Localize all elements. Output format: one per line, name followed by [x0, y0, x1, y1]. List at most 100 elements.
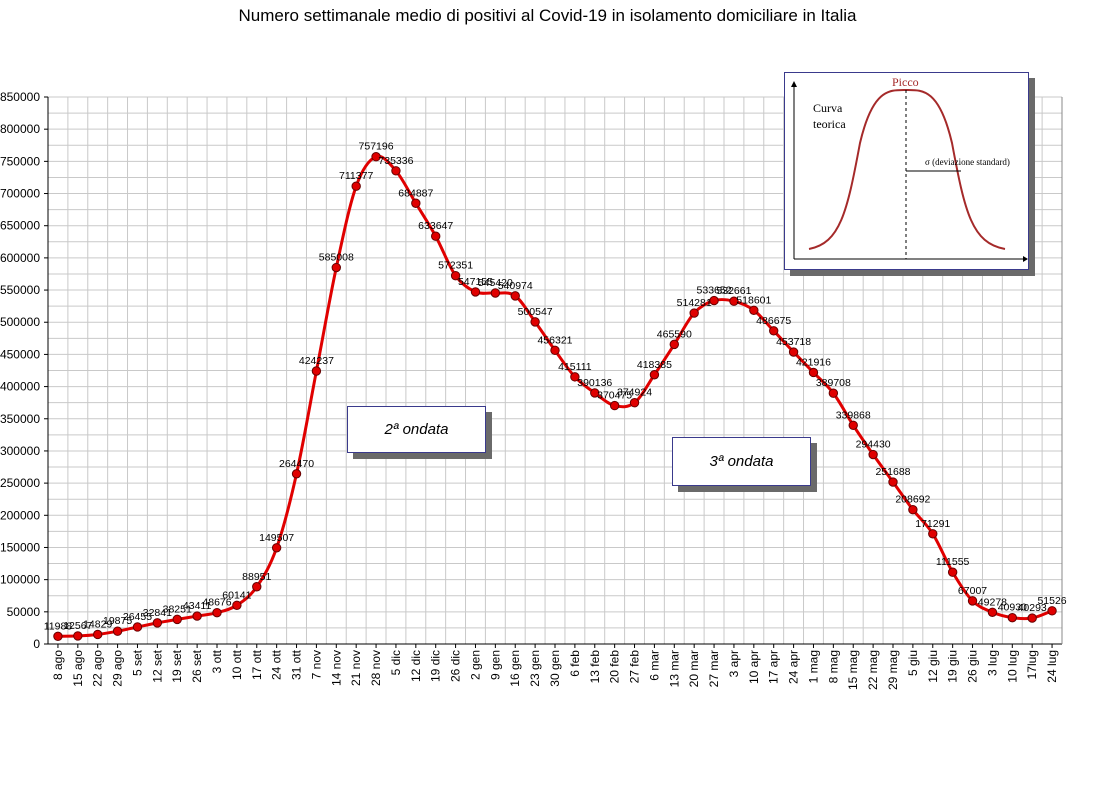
x-tick-label: 14 nov	[329, 650, 343, 686]
data-point	[609, 400, 620, 411]
x-tick-label: 22 ago	[91, 650, 105, 687]
data-point	[1007, 612, 1017, 623]
data-point	[271, 543, 282, 553]
x-tick-label: 27 feb	[628, 650, 642, 684]
series-line	[57, 154, 1053, 638]
data-point	[192, 611, 202, 621]
data-label: 415111	[558, 361, 592, 373]
x-tick-label: 26 set	[190, 649, 204, 682]
theoretical-curve-inset: Picco Curva teorica σ (deviazione standa…	[784, 72, 1029, 270]
y-tick-label: 300000	[0, 444, 40, 458]
y-tick-label: 500000	[0, 315, 40, 329]
data-label: 500547	[518, 306, 553, 318]
data-label: 711377	[339, 170, 373, 182]
y-tick-label: 350000	[0, 412, 40, 426]
data-label: 40293	[1018, 602, 1047, 614]
y-tick-label: 600000	[0, 251, 40, 265]
data-label: 390136	[577, 377, 612, 389]
x-tick-label: 2 gen	[468, 650, 482, 680]
data-point	[888, 477, 898, 487]
data-label: 43411	[183, 600, 212, 612]
data-label: 149507	[259, 532, 294, 544]
data-point	[212, 607, 222, 618]
data-label: 264470	[279, 458, 314, 470]
data-label: 465590	[657, 328, 692, 340]
x-tick-label: 7 nov	[309, 650, 323, 679]
data-point	[391, 166, 401, 176]
data-point	[172, 614, 182, 625]
data-point	[152, 618, 163, 628]
data-point	[112, 626, 123, 636]
data-label: 545420	[478, 277, 513, 289]
data-point	[411, 198, 421, 208]
data-label: 40930	[998, 602, 1027, 614]
data-label: 208692	[895, 494, 930, 506]
data-label: 735336	[378, 155, 413, 167]
x-tick-label: 10 apr	[747, 650, 761, 684]
data-label: 60141	[222, 589, 251, 601]
data-label: 11988	[44, 620, 73, 632]
y-tick-label: 100000	[0, 573, 40, 587]
data-label: 684887	[398, 187, 433, 199]
x-tick-label: 3 lug	[985, 650, 999, 676]
data-point	[550, 345, 560, 356]
data-label: 14829	[83, 618, 112, 630]
x-tick-label: 16 gen	[508, 650, 522, 687]
x-tick-label: 20 feb	[608, 650, 622, 684]
x-tick-label: 27 mar	[707, 650, 721, 687]
x-tick-label: 26 giu	[966, 650, 980, 683]
data-point	[709, 295, 719, 306]
data-label: 572351	[438, 260, 473, 272]
x-tick-label: 19 giu	[946, 650, 960, 683]
x-tick-label: 26 dic	[449, 650, 463, 682]
x-tick-label: 19 dic	[429, 650, 443, 682]
data-label: 418385	[637, 359, 672, 371]
x-tick-label: 6 mar	[647, 650, 661, 681]
data-point	[590, 388, 600, 398]
inset-y-arrow	[791, 81, 797, 87]
x-tick-label: 12 dic	[409, 650, 423, 682]
data-point	[371, 152, 381, 162]
x-tick-label: 19 set	[170, 649, 184, 682]
data-label: 374924	[617, 387, 652, 399]
x-tick-label: 29 mag	[886, 650, 900, 690]
y-tick-label: 550000	[0, 283, 40, 297]
data-point	[431, 231, 441, 241]
y-tick-label: 450000	[0, 347, 40, 361]
data-point	[967, 596, 978, 606]
data-label: 12567	[63, 620, 92, 632]
x-tick-label: 5 giu	[906, 650, 920, 676]
inset-x-arrow	[1023, 256, 1028, 262]
annotation-third-wave-text: 3ª ondata	[709, 453, 774, 470]
data-point	[530, 317, 540, 327]
x-tick-label: 3 ott	[210, 649, 224, 673]
y-tick-label: 750000	[0, 154, 40, 168]
data-point	[570, 372, 580, 382]
x-tick-label: 15 mag	[846, 650, 860, 690]
data-label: 421916	[796, 356, 831, 368]
data-point	[311, 366, 322, 376]
data-point	[232, 600, 242, 610]
data-point	[947, 567, 958, 577]
annotation-second-wave-text: 2ª ondata	[384, 421, 449, 438]
y-tick-labels: 0 50000 100000 150000 200000 250000 300000 3500…	[0, 90, 40, 651]
x-tick-label: 13 feb	[588, 650, 602, 684]
data-label: 453718	[776, 336, 811, 348]
x-tick-label: 17lug	[1025, 650, 1039, 679]
data-label: 32841	[143, 607, 172, 619]
y-tick-label: 250000	[0, 476, 40, 490]
x-tick-label: 17 ott	[250, 649, 264, 680]
x-tick-label: 10 ott	[230, 649, 244, 680]
data-label: 456321	[537, 334, 572, 346]
x-tick-label: 9 gen	[488, 650, 502, 680]
x-tick-label: 31 ott	[290, 649, 304, 680]
data-label: 533652	[697, 285, 732, 297]
inset-sigma-label: σ (deviazione standard)	[925, 157, 1010, 167]
data-point	[291, 469, 302, 479]
data-label: 424237	[299, 355, 334, 367]
data-label: 370475	[597, 390, 632, 402]
data-point	[788, 347, 799, 357]
data-label: 251688	[875, 466, 910, 478]
data-point	[649, 370, 660, 380]
x-tick-label: 12 giu	[926, 650, 940, 683]
